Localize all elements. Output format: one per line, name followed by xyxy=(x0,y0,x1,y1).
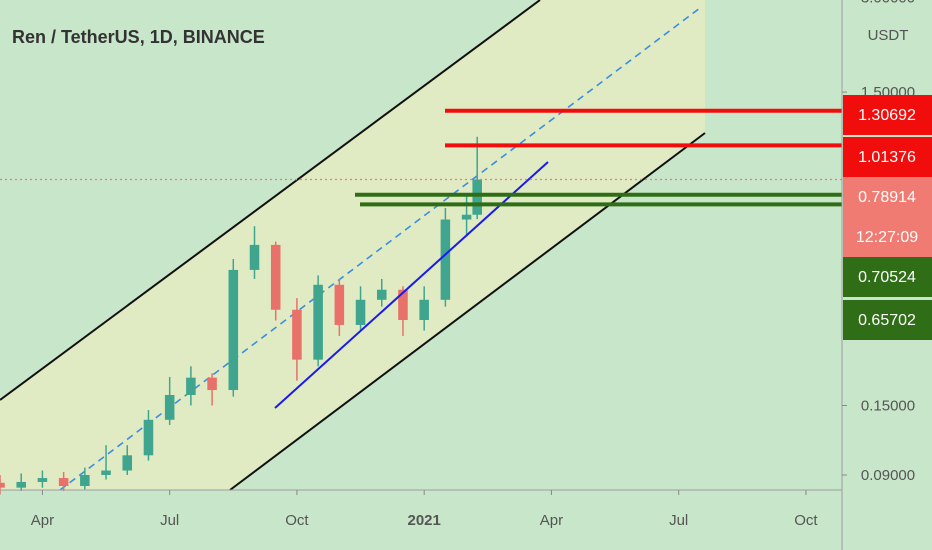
candle-body xyxy=(164,394,175,420)
candle-body xyxy=(249,244,260,270)
countdown-tag: 12:27:09 xyxy=(856,229,918,246)
candle-body xyxy=(143,419,154,456)
candle-body xyxy=(398,289,408,321)
y-tick-label: 0.15000 xyxy=(861,397,915,414)
x-tick-label: Oct xyxy=(794,512,818,529)
candle-body xyxy=(440,219,451,300)
candle-body xyxy=(37,478,48,482)
level-tag: 0.65702 xyxy=(858,312,916,329)
level-tag: 0.70524 xyxy=(858,269,916,286)
candle-body xyxy=(313,284,323,360)
channel-lower xyxy=(229,132,706,491)
level-tag: 1.01376 xyxy=(858,149,916,166)
countdown-tag-bg xyxy=(843,217,932,257)
candle-body xyxy=(58,478,69,487)
last-price-tag: 0.78914 xyxy=(858,189,916,206)
currency-label: USDT xyxy=(868,27,909,44)
level-tag-bg xyxy=(843,137,932,177)
candle-body xyxy=(101,470,111,475)
candles xyxy=(0,136,482,495)
level-tag-bg xyxy=(843,300,932,340)
candle-body xyxy=(376,289,387,300)
candle-body xyxy=(122,455,133,471)
x-tick-label: Apr xyxy=(31,512,54,529)
candle-body xyxy=(355,299,366,325)
candle-body xyxy=(334,284,345,325)
candle-body xyxy=(461,214,472,220)
x-tick-label: Jul xyxy=(160,512,179,529)
y-tick-label: 0.09000 xyxy=(861,467,915,484)
candle-body xyxy=(207,377,217,391)
candle-body xyxy=(228,269,239,391)
candle-body xyxy=(186,377,196,395)
candle-body xyxy=(419,299,429,321)
level-tag-bg xyxy=(843,95,932,135)
x-tick-label: Jul xyxy=(669,512,688,529)
x-tick-label: Apr xyxy=(540,512,563,529)
channel-upper xyxy=(0,0,541,401)
candle-body xyxy=(0,482,5,488)
level-tag-bg xyxy=(843,257,932,297)
level-tag: 1.30692 xyxy=(858,107,916,124)
x-tick-label: 2021 xyxy=(407,512,440,529)
candle-body xyxy=(270,244,281,310)
candle-body xyxy=(16,481,26,488)
x-tick-label: Oct xyxy=(285,512,309,529)
candle-body xyxy=(292,309,302,360)
candle-body xyxy=(472,179,482,215)
chart-title: Ren / TetherUS, 1D, BINANCE xyxy=(12,27,265,47)
overlay xyxy=(0,108,842,207)
last-price-tag-bg xyxy=(843,177,932,217)
candle-body xyxy=(80,474,90,487)
channel-fill xyxy=(0,0,705,490)
